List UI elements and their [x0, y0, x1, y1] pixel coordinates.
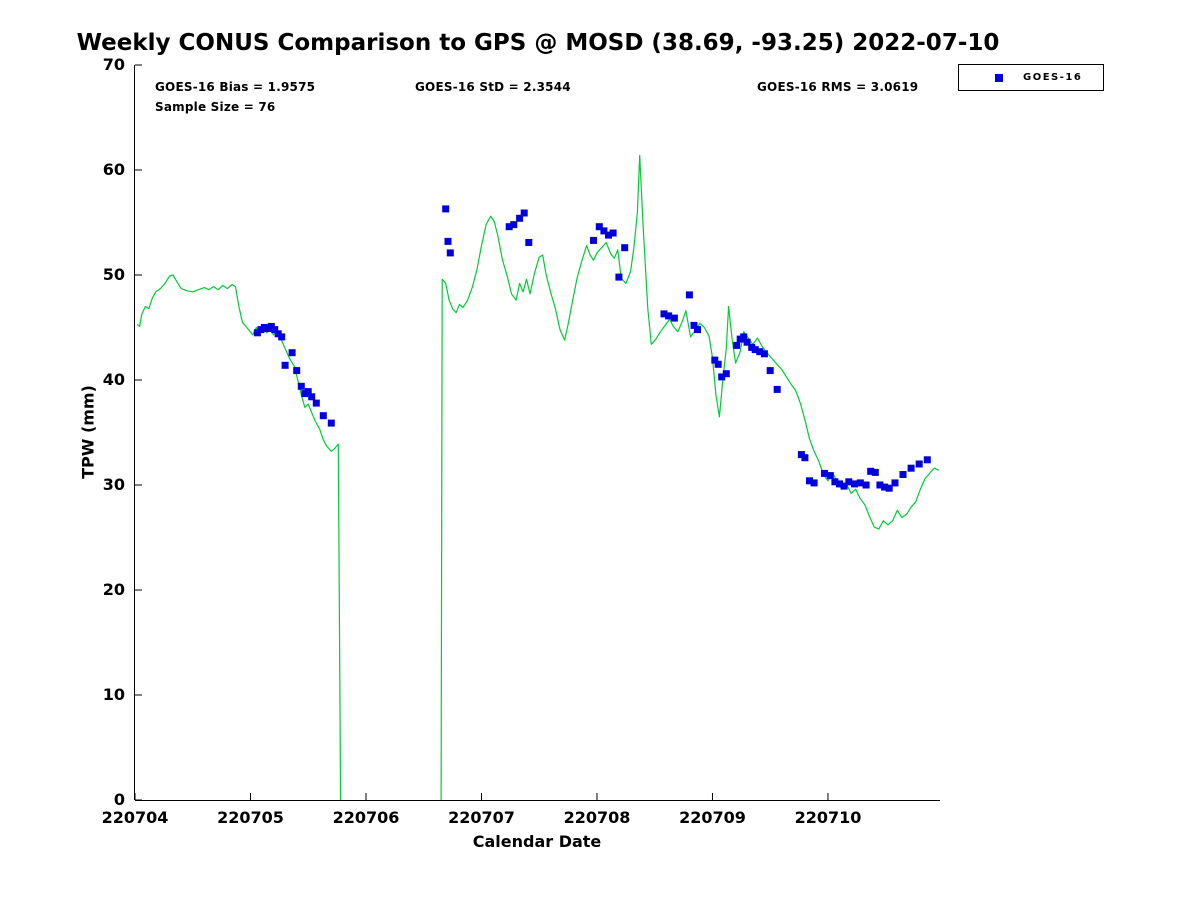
goes16-marker [801, 454, 809, 462]
goes16-marker [670, 314, 678, 322]
goes16-marker [444, 237, 452, 245]
y-tick-label: 70 [103, 55, 125, 74]
goes16-marker [856, 479, 864, 487]
goes16-marker [288, 349, 296, 357]
goes16-marker [881, 483, 889, 491]
y-tick-label: 60 [103, 160, 125, 179]
legend-goes16-label: GOES-16 [1023, 72, 1083, 83]
goes16-marker [751, 346, 759, 354]
goes16-marker [806, 477, 813, 485]
goes16-marker [590, 236, 597, 244]
goes16-marker [867, 467, 875, 475]
x-tick-label: 220708 [564, 808, 631, 827]
goes16-marker [766, 367, 774, 375]
goes16-marker [685, 291, 693, 299]
goes16-marker [516, 214, 524, 222]
goes16-marker [694, 326, 701, 334]
stat-bias: GOES-16 Bias = 1.9575 [155, 80, 316, 94]
goes16-marker [446, 249, 454, 257]
y-tick-label: 40 [103, 370, 125, 389]
goes16-marker [293, 367, 301, 375]
gps-line [440, 154, 940, 801]
goes16-marker [711, 356, 719, 364]
goes16-marker [595, 223, 603, 231]
legend: GOES-16 [958, 64, 1104, 91]
goes16-marker [722, 370, 730, 378]
goes16-marker [907, 464, 915, 472]
goes16-marker [319, 412, 327, 420]
goes16-marker [845, 478, 853, 486]
x-axis-label: Calendar Date [472, 832, 602, 851]
goes16-marker [525, 239, 533, 246]
goes16-marker [862, 481, 870, 489]
goes16-marker [304, 388, 312, 396]
goes16-marker [831, 478, 839, 486]
x-tick-label: 220705 [217, 808, 284, 827]
goes16-marker [281, 361, 289, 369]
goes16-marker [605, 231, 612, 239]
goes16-marker [756, 348, 764, 356]
y-tick-label: 10 [103, 685, 125, 704]
x-tick-label: 220707 [448, 808, 515, 827]
goes16-marker [826, 472, 834, 480]
goes16-marker [836, 480, 843, 488]
goes16-marker [665, 312, 673, 320]
stat-sample-size: Sample Size = 76 [155, 100, 276, 114]
gps-line [136, 274, 342, 801]
goes16-marker [271, 326, 279, 334]
goes16-marker [690, 321, 698, 329]
goes16-marker [621, 244, 629, 252]
goes16-marker [891, 479, 899, 487]
goes16-marker [442, 205, 450, 213]
goes16-marker [899, 471, 907, 478]
goes16-marker [297, 382, 305, 390]
goes16-marker [308, 393, 316, 401]
goes16-marker [773, 385, 781, 393]
goes16-marker [810, 479, 818, 487]
goes16-marker [743, 338, 751, 346]
goes16-marker [505, 223, 513, 231]
goes16-marker [600, 227, 608, 235]
x-tick-label: 220706 [333, 808, 400, 827]
stat-rms: GOES-16 RMS = 3.0619 [757, 80, 919, 94]
y-tick-label: 50 [103, 265, 125, 284]
x-tick-label: 220704 [102, 808, 169, 827]
goes16-marker [312, 399, 320, 407]
stat-std: GOES-16 StD = 2.3544 [415, 80, 571, 94]
legend-goes16-marker-icon [995, 73, 1003, 82]
y-tick-label: 30 [103, 475, 125, 494]
goes16-marker [740, 333, 748, 341]
goes16-marker [821, 469, 828, 477]
goes16-marker [851, 480, 858, 488]
goes16-marker [609, 229, 617, 237]
goes16-marker [615, 273, 623, 281]
goes16-marker [327, 419, 335, 427]
goes16-marker [660, 310, 668, 318]
goes16-marker [840, 482, 848, 490]
goes16-marker [510, 221, 518, 229]
goes16-marker [733, 341, 741, 349]
y-tick-label: 0 [114, 790, 125, 809]
goes16-marker [714, 360, 722, 368]
x-tick-label: 220709 [679, 808, 746, 827]
goes16-marker [876, 481, 884, 489]
goes16-marker [871, 468, 879, 476]
goes16-marker [923, 456, 931, 464]
y-tick-label: 20 [103, 580, 125, 599]
goes16-marker [718, 373, 726, 381]
goes16-marker [760, 350, 768, 358]
goes16-marker [520, 209, 528, 217]
chart-title: Weekly CONUS Comparison to GPS @ MOSD (3… [76, 30, 1000, 56]
goes16-marker [885, 484, 893, 492]
goes16-marker [915, 460, 923, 468]
x-tick-label: 220710 [795, 808, 862, 827]
goes16-marker [278, 333, 286, 341]
y-axis-label: TPW (mm) [78, 385, 98, 479]
